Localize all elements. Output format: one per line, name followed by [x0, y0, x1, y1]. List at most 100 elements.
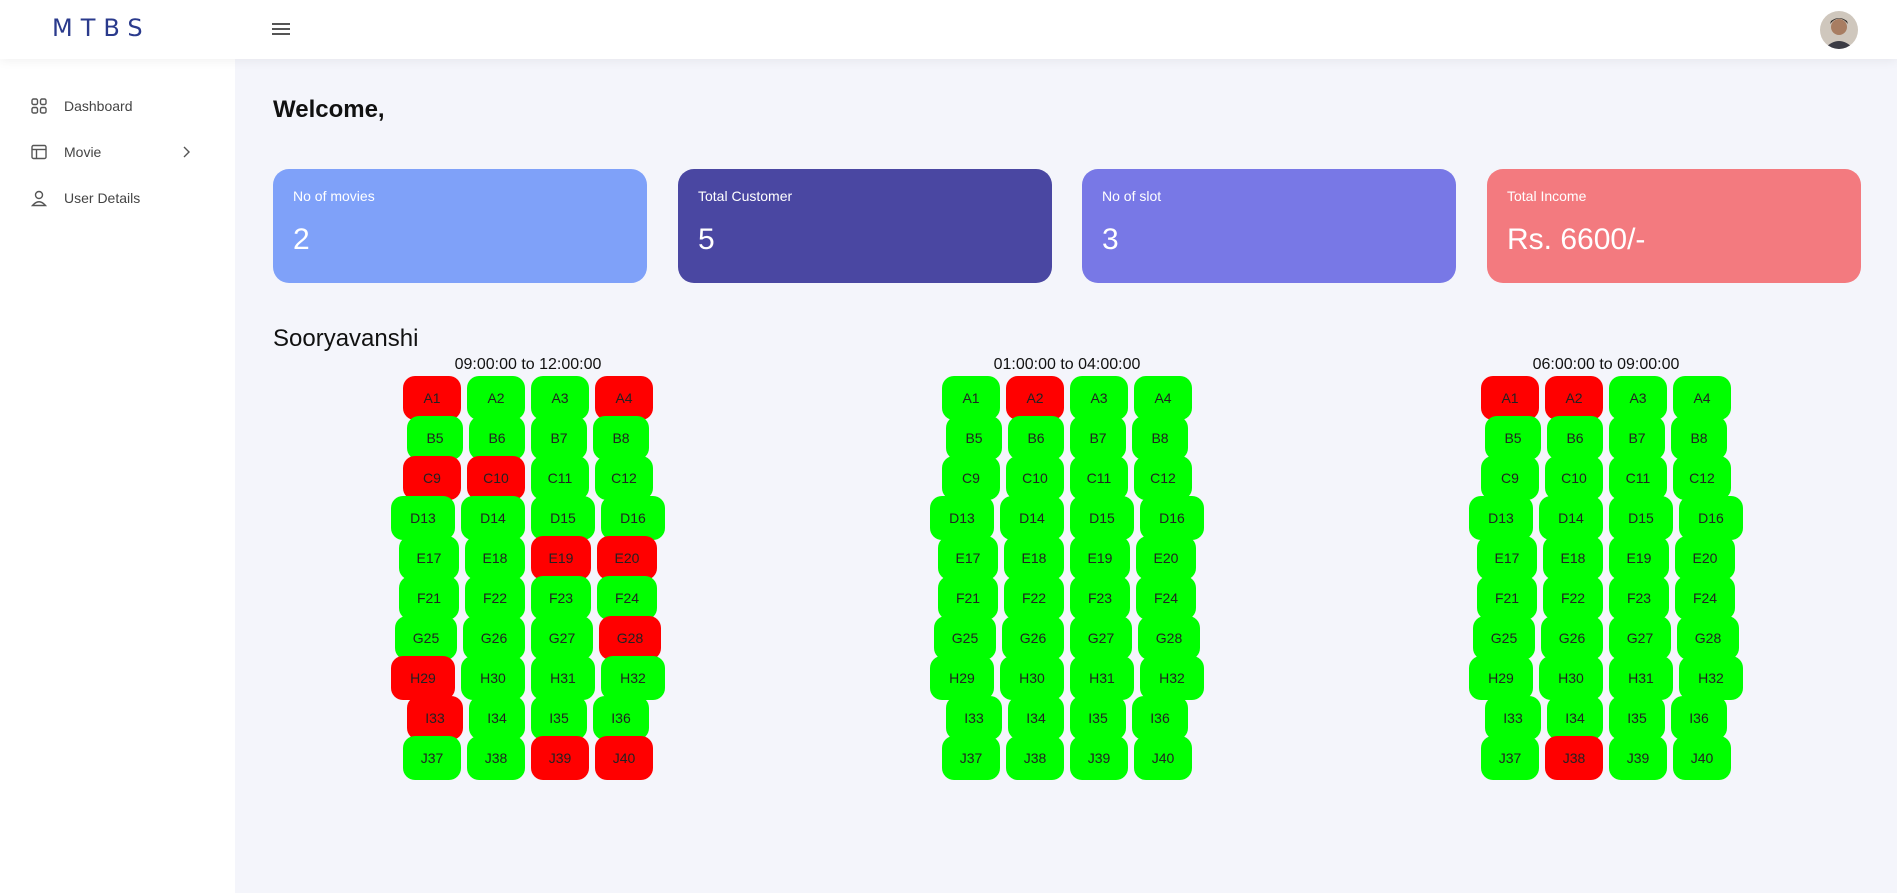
seat-a2[interactable]: A2: [1545, 376, 1603, 420]
seat-i34[interactable]: I34: [1547, 696, 1603, 740]
seat-b8[interactable]: B8: [1671, 416, 1727, 460]
seat-e19[interactable]: E19: [1609, 536, 1669, 580]
seat-c9[interactable]: C9: [1481, 456, 1539, 500]
seat-e18[interactable]: E18: [465, 536, 525, 580]
seat-h31[interactable]: H31: [1070, 656, 1134, 700]
seat-g25[interactable]: G25: [934, 616, 996, 660]
seat-a3[interactable]: A3: [1070, 376, 1128, 420]
seat-d13[interactable]: D13: [930, 496, 994, 540]
sidebar-item-movie[interactable]: Movie: [30, 137, 210, 167]
seat-g28[interactable]: G28: [599, 616, 661, 660]
seat-h29[interactable]: H29: [1469, 656, 1533, 700]
seat-h32[interactable]: H32: [1140, 656, 1204, 700]
seat-f24[interactable]: F24: [1675, 576, 1735, 620]
seat-e18[interactable]: E18: [1004, 536, 1064, 580]
seat-a4[interactable]: A4: [595, 376, 653, 420]
seat-i35[interactable]: I35: [1609, 696, 1665, 740]
seat-h29[interactable]: H29: [930, 656, 994, 700]
seat-b6[interactable]: B6: [1547, 416, 1603, 460]
seat-i36[interactable]: I36: [1671, 696, 1727, 740]
seat-d14[interactable]: D14: [461, 496, 525, 540]
seat-f21[interactable]: F21: [1477, 576, 1537, 620]
seat-f23[interactable]: F23: [1609, 576, 1669, 620]
seat-j38[interactable]: J38: [1545, 736, 1603, 780]
seat-c12[interactable]: C12: [595, 456, 653, 500]
seat-f24[interactable]: F24: [1136, 576, 1196, 620]
seat-f22[interactable]: F22: [465, 576, 525, 620]
seat-h31[interactable]: H31: [1609, 656, 1673, 700]
seat-c12[interactable]: C12: [1673, 456, 1731, 500]
seat-a3[interactable]: A3: [1609, 376, 1667, 420]
seat-g27[interactable]: G27: [1609, 616, 1671, 660]
seat-d16[interactable]: D16: [1679, 496, 1743, 540]
seat-f22[interactable]: F22: [1543, 576, 1603, 620]
seat-j39[interactable]: J39: [1609, 736, 1667, 780]
seat-i36[interactable]: I36: [593, 696, 649, 740]
seat-j40[interactable]: J40: [1673, 736, 1731, 780]
seat-j38[interactable]: J38: [467, 736, 525, 780]
seat-a4[interactable]: A4: [1673, 376, 1731, 420]
seat-a2[interactable]: A2: [1006, 376, 1064, 420]
seat-d13[interactable]: D13: [391, 496, 455, 540]
seat-e17[interactable]: E17: [938, 536, 998, 580]
seat-f24[interactable]: F24: [597, 576, 657, 620]
seat-f23[interactable]: F23: [531, 576, 591, 620]
seat-i35[interactable]: I35: [1070, 696, 1126, 740]
seat-g25[interactable]: G25: [1473, 616, 1535, 660]
seat-b5[interactable]: B5: [1485, 416, 1541, 460]
seat-j40[interactable]: J40: [1134, 736, 1192, 780]
seat-b5[interactable]: B5: [407, 416, 463, 460]
seat-d15[interactable]: D15: [1070, 496, 1134, 540]
seat-c11[interactable]: C11: [531, 456, 589, 500]
seat-a1[interactable]: A1: [1481, 376, 1539, 420]
seat-d15[interactable]: D15: [531, 496, 595, 540]
seat-j40[interactable]: J40: [595, 736, 653, 780]
seat-d15[interactable]: D15: [1609, 496, 1673, 540]
seat-b8[interactable]: B8: [1132, 416, 1188, 460]
seat-f21[interactable]: F21: [938, 576, 998, 620]
seat-e17[interactable]: E17: [399, 536, 459, 580]
seat-i33[interactable]: I33: [946, 696, 1002, 740]
seat-e17[interactable]: E17: [1477, 536, 1537, 580]
seat-a3[interactable]: A3: [531, 376, 589, 420]
seat-j37[interactable]: J37: [942, 736, 1000, 780]
seat-b8[interactable]: B8: [593, 416, 649, 460]
seat-c12[interactable]: C12: [1134, 456, 1192, 500]
seat-j38[interactable]: J38: [1006, 736, 1064, 780]
seat-h30[interactable]: H30: [1539, 656, 1603, 700]
seat-c10[interactable]: C10: [467, 456, 525, 500]
seat-a4[interactable]: A4: [1134, 376, 1192, 420]
seat-g26[interactable]: G26: [463, 616, 525, 660]
user-avatar[interactable]: [1820, 11, 1858, 49]
seat-e19[interactable]: E19: [531, 536, 591, 580]
seat-h29[interactable]: H29: [391, 656, 455, 700]
seat-h31[interactable]: H31: [531, 656, 595, 700]
seat-b7[interactable]: B7: [531, 416, 587, 460]
seat-b7[interactable]: B7: [1609, 416, 1665, 460]
seat-f21[interactable]: F21: [399, 576, 459, 620]
seat-g25[interactable]: G25: [395, 616, 457, 660]
seat-i33[interactable]: I33: [407, 696, 463, 740]
seat-i34[interactable]: I34: [469, 696, 525, 740]
seat-e18[interactable]: E18: [1543, 536, 1603, 580]
seat-j39[interactable]: J39: [531, 736, 589, 780]
seat-c10[interactable]: C10: [1006, 456, 1064, 500]
seat-b7[interactable]: B7: [1070, 416, 1126, 460]
seat-j39[interactable]: J39: [1070, 736, 1128, 780]
seat-e20[interactable]: E20: [597, 536, 657, 580]
hamburger-menu-icon[interactable]: [272, 20, 294, 40]
seat-a1[interactable]: A1: [403, 376, 461, 420]
seat-d16[interactable]: D16: [1140, 496, 1204, 540]
brand-logo[interactable]: MTBS: [52, 14, 151, 42]
seat-f23[interactable]: F23: [1070, 576, 1130, 620]
seat-b6[interactable]: B6: [469, 416, 525, 460]
seat-h32[interactable]: H32: [601, 656, 665, 700]
seat-g26[interactable]: G26: [1002, 616, 1064, 660]
seat-g27[interactable]: G27: [1070, 616, 1132, 660]
seat-j37[interactable]: J37: [1481, 736, 1539, 780]
seat-h30[interactable]: H30: [1000, 656, 1064, 700]
seat-i33[interactable]: I33: [1485, 696, 1541, 740]
seat-h30[interactable]: H30: [461, 656, 525, 700]
sidebar-item-user-details[interactable]: User Details: [30, 183, 210, 213]
seat-e19[interactable]: E19: [1070, 536, 1130, 580]
